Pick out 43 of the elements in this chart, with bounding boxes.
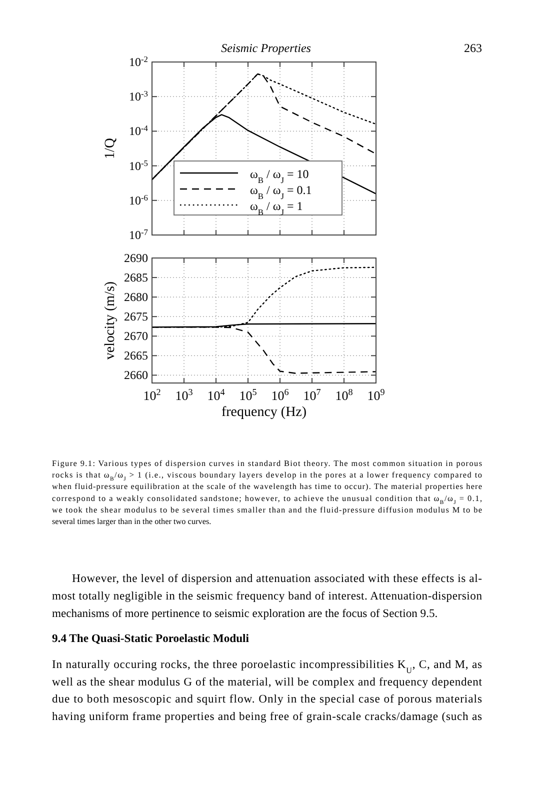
text: In naturally occuring rocks, the three poroelastic incompressibilities K$_{U}$, C, and M, as xyxy=(52,658,482,674)
y-tick-label: 2665 xyxy=(124,348,148,363)
text: well as the shear modulus G of the material, will be complex and frequency dependent xyxy=(52,675,483,688)
text: 9.4 The Quasi-Static Poroelastic Moduli xyxy=(52,632,250,645)
legend-label: ω$_{B}$ / ω$_{J}$ = 0.1 xyxy=(250,183,312,200)
legend-label: ω$_{B}$ / ω$_{J}$ = 10 xyxy=(250,167,309,184)
y-tick-label: 10$^{-6}$ xyxy=(129,192,148,208)
text: when fluid-pressure equilibration at the scale of the wavelength has time to occur). The material properties here xyxy=(52,482,482,492)
caption: Figure 9.1: Various types of dispersion curves in standard Biot theory. The most common situation in porous xyxy=(52,459,482,468)
y-tick-label: 10$^{-7}$ xyxy=(129,228,148,242)
text: correspond to a weakly consolidated sandstone; however, to achieve the unusual condition that ω$_{B}$/ω$_{J}$ = 0.1, xyxy=(52,494,482,506)
x-tick-label: 10$^{7}$ xyxy=(303,387,322,403)
text: rocks is that ω$_{B}$/ω$_{J}$ > 1 (i.e., viscous boundary layers develop in the pores at a lower frequency compared to xyxy=(52,470,482,483)
legend-label: ω$_{B}$ / ω$_{J}$ = 1 xyxy=(250,199,303,216)
y-tick-label: 2680 xyxy=(124,290,148,304)
text: Seismic Properties xyxy=(221,41,312,55)
text: several times larger than in the other two curves. xyxy=(52,517,212,526)
y-tick-label: 2660 xyxy=(124,368,148,382)
x-tick-label: 10$^{3}$ xyxy=(175,387,194,403)
x-axis-title: frequency (Hz) xyxy=(221,405,307,420)
text: However, the level of dispersion and attenuation associated with these effects is al- xyxy=(72,572,482,585)
text: due to both mesoscopic and squirt flow. Only in the special case of porous materials xyxy=(52,692,482,706)
y-tick-label: 2685 xyxy=(124,270,148,285)
y-tick-label: 2690 xyxy=(124,251,148,265)
x-tick-label: 10$^{5}$ xyxy=(239,387,258,403)
x-tick-label: 10$^{6}$ xyxy=(271,387,290,403)
y-tick-label: 10$^{-3}$ xyxy=(129,89,148,104)
text: having uniform frame properties and being free of grain-scale cracks/damage (such as xyxy=(52,710,482,723)
y-tick-label: 10$^{-4}$ xyxy=(129,124,149,138)
x-tick-label: 10$^{4}$ xyxy=(207,387,226,403)
text: 263 xyxy=(464,41,482,55)
x-tick-label: 10$^{8}$ xyxy=(335,387,354,403)
y-tick-label: 10$^{-5}$ xyxy=(129,158,148,173)
y-tick-label: 2670 xyxy=(124,329,148,344)
y-tick-label: 10$^{-2}$ xyxy=(129,54,148,69)
x-tick-label: 10$^{2}$ xyxy=(143,387,162,403)
y-axis-title: 1/Q xyxy=(103,138,118,159)
text: mechanisms of more pertinence to seismic exploration are the focus of Section 9.5. xyxy=(52,607,438,620)
text: most totally negligible in the seismic frequency band of interest. Attenuation-dispersion xyxy=(52,590,482,602)
x-tick-label: 10$^{9}$ xyxy=(367,387,386,403)
text: we took the shear modulus to be several times smaller than and the fluid-pressure diffusion modulus M to be xyxy=(52,505,482,514)
y-tick-label: 2675 xyxy=(124,310,148,324)
y-axis-title: velocity (m/s) xyxy=(103,281,118,360)
